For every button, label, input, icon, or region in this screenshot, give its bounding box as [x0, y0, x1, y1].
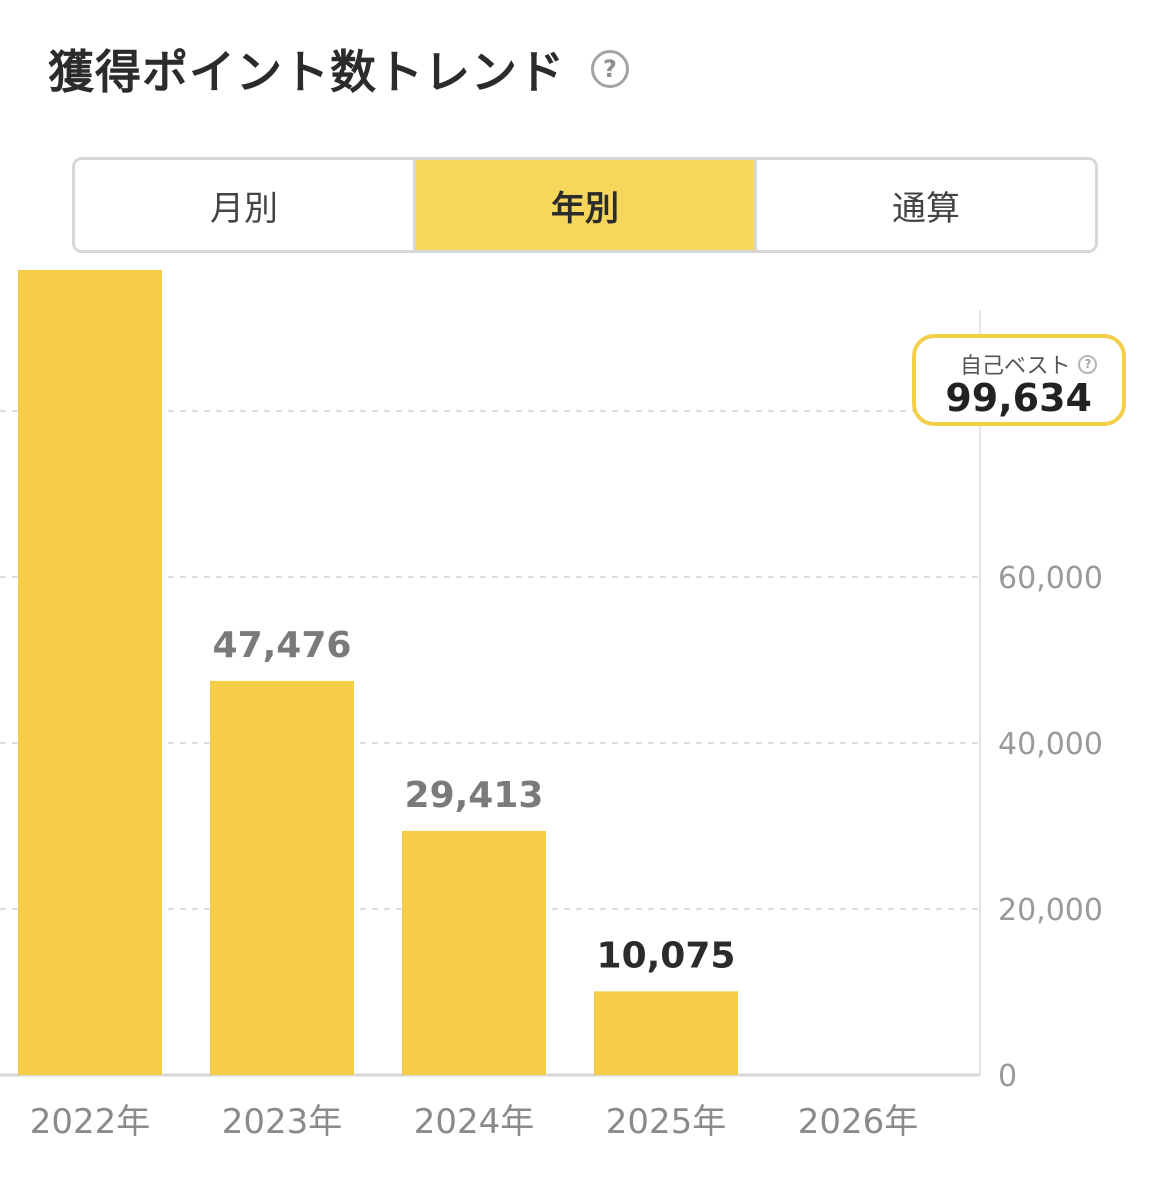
x-tick-label: 2023年: [222, 1102, 343, 1142]
bar: [18, 270, 162, 1076]
x-tick-label: 2024年: [414, 1102, 535, 1142]
period-tabs: 月別 年別 通算: [72, 157, 1098, 253]
x-tick-label: 2022年: [30, 1102, 151, 1142]
tab-yearly[interactable]: 年別: [413, 160, 754, 250]
personal-best-badge: 自己ベスト ? 99,634: [912, 334, 1126, 426]
personal-best-label: 自己ベスト: [960, 354, 1071, 379]
y-tick-label: 0: [998, 1059, 1017, 1094]
chart-header: 獲得ポイント数トレンド ?: [48, 36, 629, 102]
question-circle-icon[interactable]: ?: [591, 50, 629, 88]
x-tick-label: 2025年: [606, 1102, 727, 1142]
bar: [402, 830, 546, 1075]
tab-monthly[interactable]: 月別: [75, 160, 413, 250]
x-tick-label: 2026年: [798, 1102, 919, 1142]
question-circle-icon[interactable]: ?: [1078, 354, 1098, 374]
personal-best-value: 99,634: [945, 376, 1092, 420]
bar: [594, 991, 738, 1075]
y-tick-label: 20,000: [998, 893, 1103, 928]
y-tick-label: 40,000: [998, 727, 1103, 762]
bar-value-label: 10,075: [597, 935, 736, 976]
y-tick-label: 60,000: [998, 561, 1103, 596]
bar-value-label: 47,476: [213, 625, 352, 666]
bar-value-label: 29,413: [405, 775, 544, 816]
tab-total[interactable]: 通算: [754, 160, 1095, 250]
bar: [210, 680, 354, 1075]
bar-chart: 020,00040,00060,00080,00099,6342022年47,4…: [0, 270, 1103, 1142]
page-title: 獲得ポイント数トレンド: [48, 45, 565, 99]
